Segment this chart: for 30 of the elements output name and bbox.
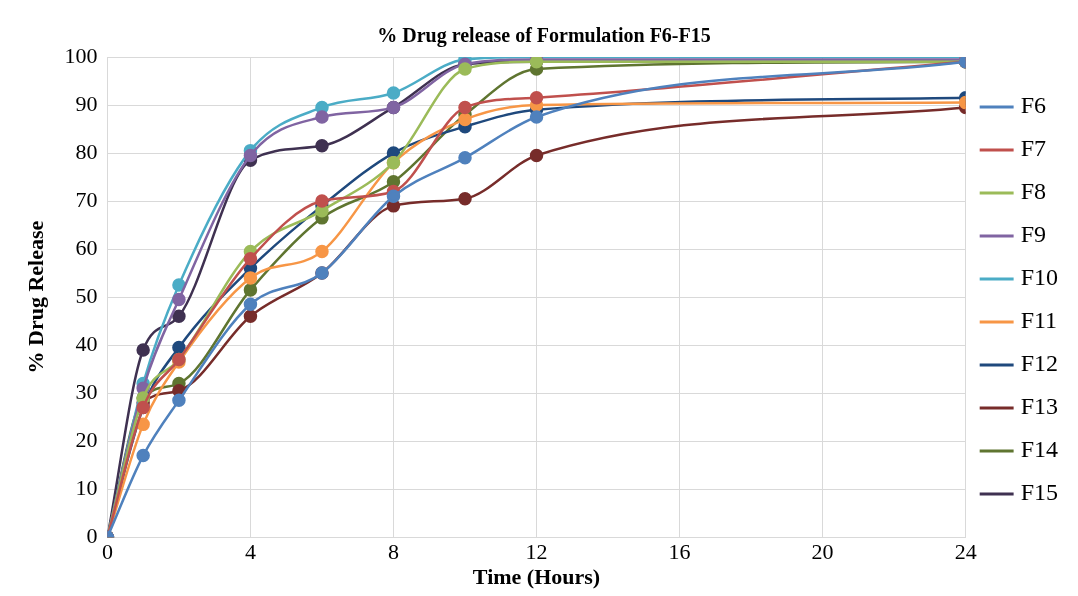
chart-title: % Drug release of Formulation F6-F15 bbox=[377, 24, 711, 48]
legend-label: F12 bbox=[1020, 350, 1059, 377]
x-tick-label: 20 bbox=[811, 539, 834, 565]
legend-label: F15 bbox=[1020, 479, 1059, 506]
x-tick-label: 16 bbox=[668, 539, 691, 565]
y-tick-label: 70 bbox=[75, 186, 98, 212]
legend-label: F6 bbox=[1020, 92, 1047, 119]
y-tick-label: 50 bbox=[75, 282, 98, 308]
legend-label: F11 bbox=[1020, 307, 1058, 334]
legend-label: F14 bbox=[1020, 436, 1059, 463]
x-tick-label: 12 bbox=[525, 539, 548, 565]
x-tick-label: 4 bbox=[244, 539, 256, 565]
y-tick-label: 40 bbox=[75, 330, 98, 356]
y-tick-label: 90 bbox=[75, 90, 98, 116]
y-tick-label: 80 bbox=[75, 138, 98, 164]
x-axis-title: Time (Hours) bbox=[472, 564, 601, 590]
legend-label: F9 bbox=[1020, 221, 1047, 248]
x-tick-label: 24 bbox=[954, 539, 977, 565]
legend-label: F13 bbox=[1020, 393, 1059, 420]
y-tick-label: 10 bbox=[75, 474, 98, 500]
y-tick-label: 20 bbox=[75, 426, 98, 452]
legend-label: F8 bbox=[1020, 178, 1047, 205]
y-tick-label: 30 bbox=[75, 378, 98, 404]
x-tick-label: 8 bbox=[387, 539, 399, 565]
y-axis-title: % Drug Release bbox=[22, 220, 48, 374]
y-tick-label: 0 bbox=[86, 522, 98, 548]
y-tick-label: 100 bbox=[64, 42, 98, 68]
legend-label: F10 bbox=[1020, 264, 1059, 291]
legend-label: F7 bbox=[1020, 135, 1047, 162]
y-tick-label: 60 bbox=[75, 234, 98, 260]
